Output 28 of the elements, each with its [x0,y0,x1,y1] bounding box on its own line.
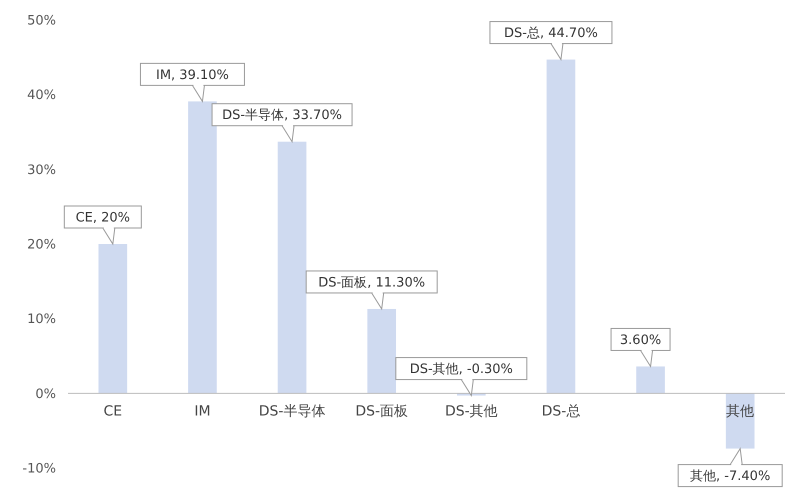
x-tick-label: DS-面板 [355,403,408,420]
bar [188,101,217,394]
y-tick-label: 30% [27,162,56,178]
data-label: 3.60% [620,332,662,348]
bar [278,142,306,394]
y-tick-label: -10% [22,462,56,476]
y-tick-label: 10% [27,312,56,328]
data-label: DS-其他, -0.30% [410,362,513,378]
bar [98,244,128,394]
data-label: DS-面板, 11.30% [318,275,426,290]
data-label: DS-总, 44.70% [504,26,598,42]
bar [367,308,396,394]
y-tick-label: 50% [27,14,56,28]
x-tick-label: DS-其他 [444,403,498,420]
y-tick-label: 20% [27,238,56,252]
x-tick-label: 其他 [726,403,754,420]
data-label: CE, 20% [76,210,130,226]
x-tick-label: CE [104,403,122,420]
bar [546,60,576,394]
data-label: DS-半导体, 33.70% [222,108,342,124]
x-tick-label: IM [194,403,211,420]
data-label: IM, 39.10% [156,68,229,83]
y-tick-label: 0% [35,386,56,402]
x-tick-label: DS-总 [542,403,580,420]
data-label: 其他, -7.40% [690,469,770,484]
x-tick-label: DS-半导体 [258,403,326,420]
y-tick-label: 40% [27,88,56,104]
bar [636,366,665,394]
